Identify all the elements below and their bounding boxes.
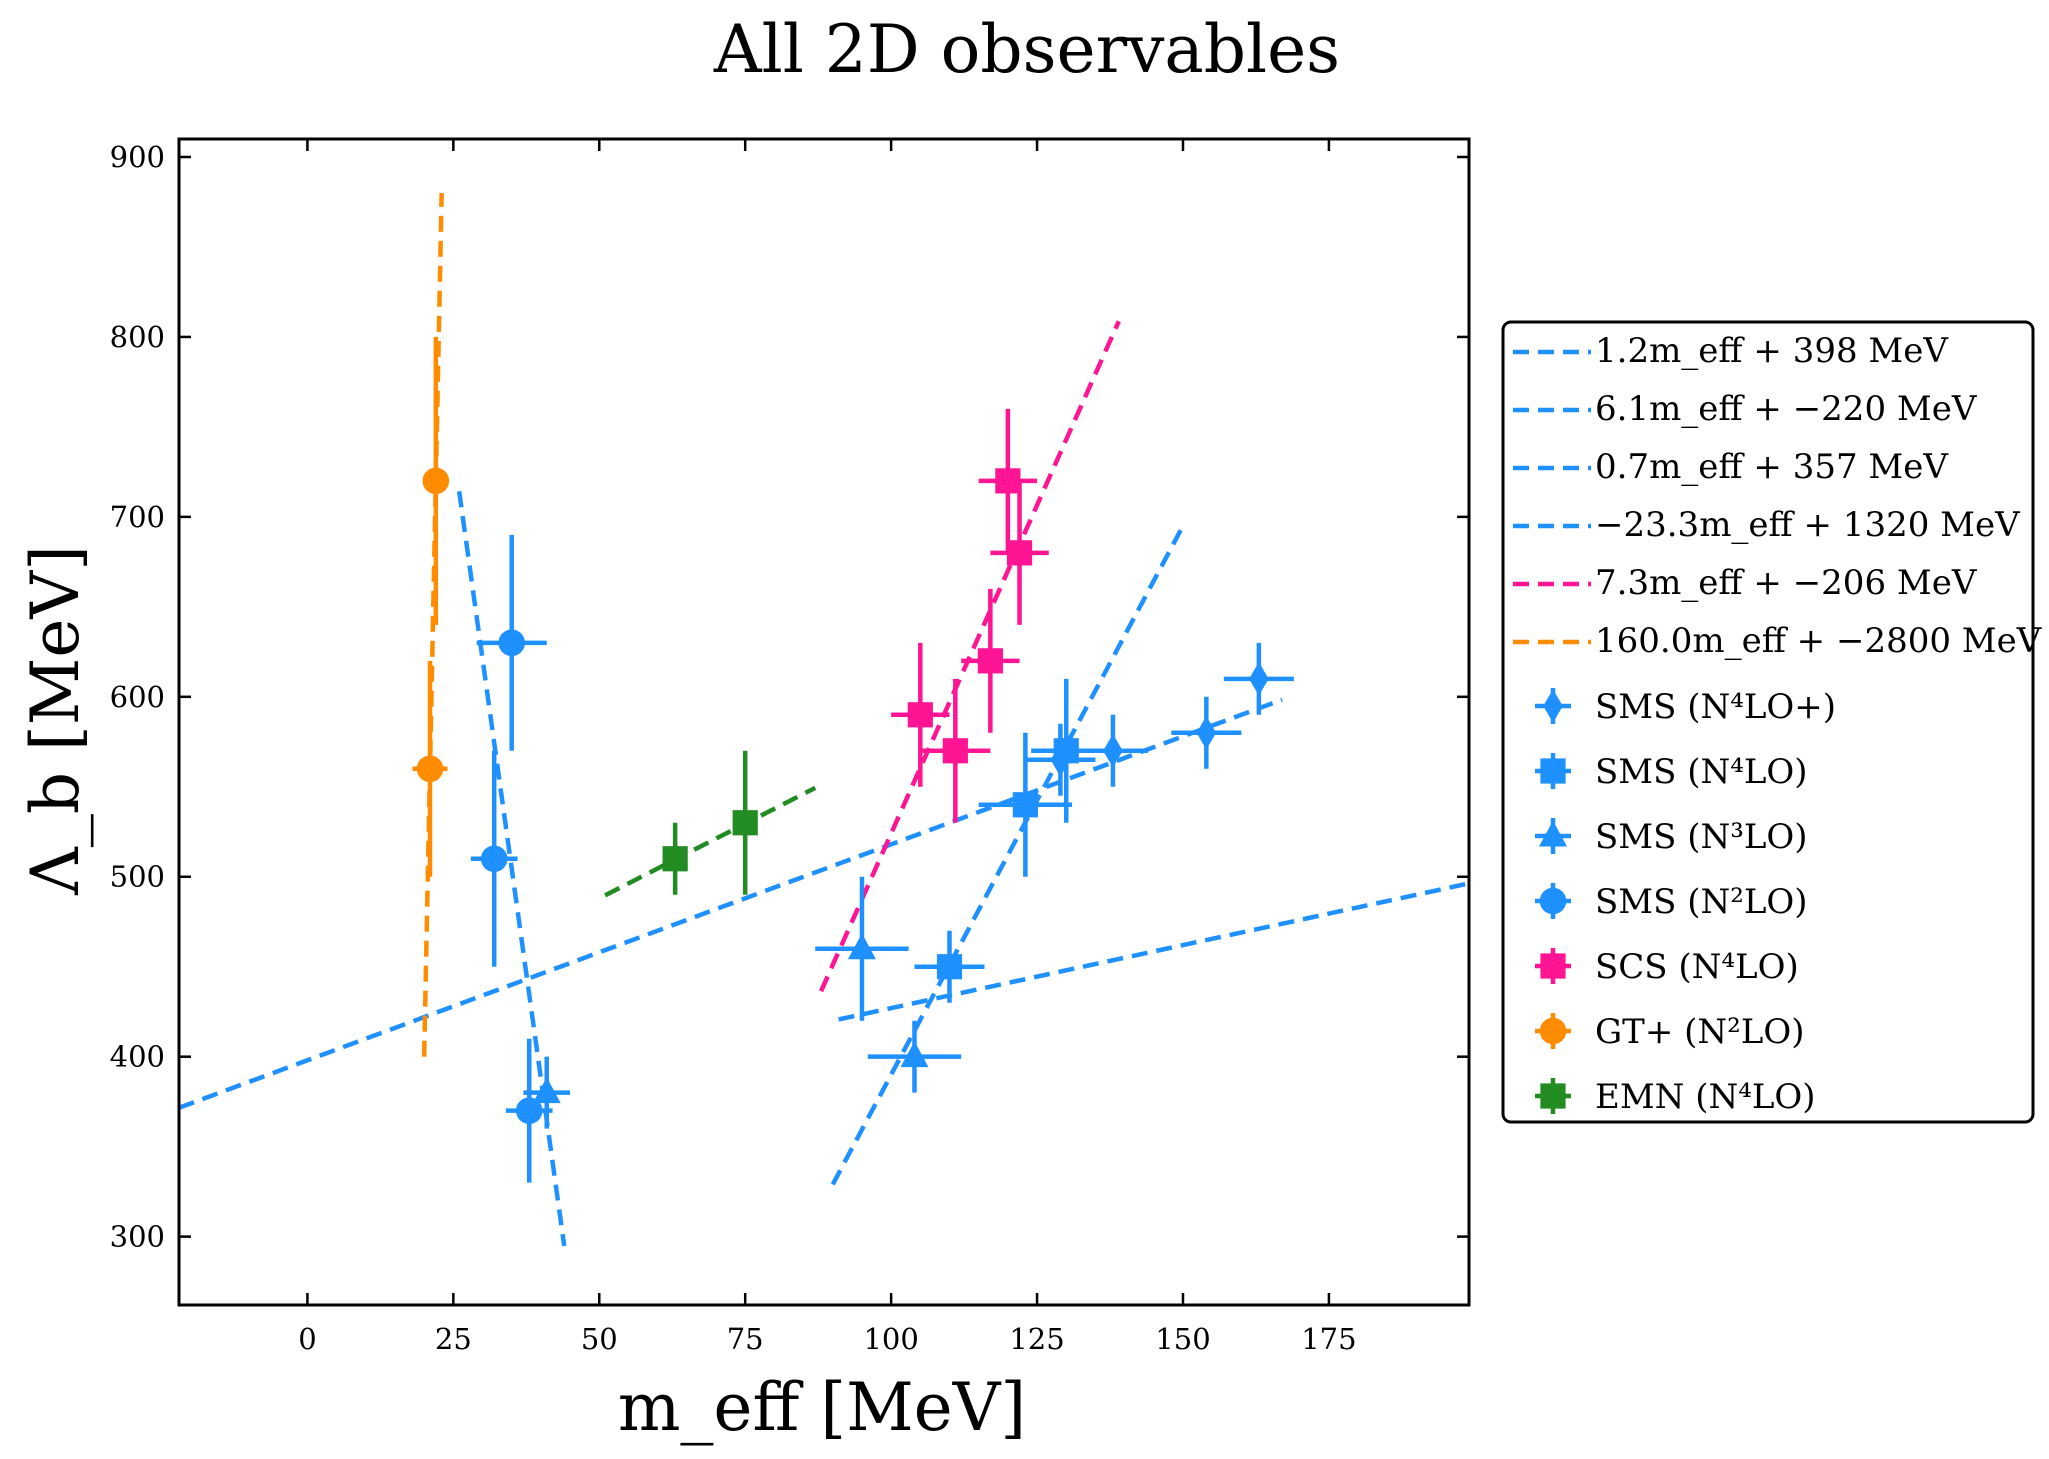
data-point [1171,696,1242,769]
x-tick-label: 50 [581,1322,618,1356]
point-marker [498,629,526,657]
point-marker [1012,792,1038,818]
fit-lines [179,192,1469,1247]
legend-label: EMN (N⁴LO) [1595,1077,1816,1117]
data-point [978,408,1038,553]
point-marker [900,1041,929,1068]
point-marker [422,467,450,495]
point-marker [847,933,876,960]
point-marker [532,1077,561,1104]
fit-line-2 [830,524,1185,1186]
legend-label: 0.7m_eff + 357 MeV [1595,447,1949,487]
legend-marker [1540,1083,1566,1109]
y-tick-label: 700 [110,500,165,534]
fit-line-6 [421,192,444,1057]
point-marker [732,810,758,836]
legend-box [1501,320,2035,1124]
y-tick-label: 300 [110,1220,165,1254]
fit-line-7 [604,785,817,898]
point-marker [907,702,933,728]
point-marker [515,1097,543,1124]
y-tick-label: 400 [110,1040,165,1074]
data-point [815,876,909,1021]
data-point [505,1038,553,1183]
y-tick-label: 900 [110,140,165,174]
data-point [920,678,991,823]
data-point [914,930,985,1003]
legend-marker [1539,820,1567,847]
x-tick-label: 75 [727,1322,764,1356]
y-tick-label: 600 [110,680,165,714]
fit-line-5 [819,320,1121,993]
point-marker [977,648,1003,674]
data-point [990,480,1049,625]
data-point [412,660,448,877]
legend-label: −23.3m_eff + 1320 MeV [1595,505,2021,545]
legend-label: SCS (N⁴LO) [1595,947,1799,987]
point-marker [1103,733,1123,768]
legend-marker [1543,689,1563,723]
legend-label: GT+ (N²LO) [1595,1012,1805,1052]
data-point [470,750,518,967]
data-point [476,534,547,751]
data-point [732,750,758,895]
x-tick-label: 0 [298,1322,316,1356]
legend-label: SMS (N³LO) [1595,817,1808,857]
plot-frame [177,137,1471,1307]
point-marker [936,954,963,980]
legend-label: 1.2m_eff + 398 MeV [1595,331,1949,371]
legend-marker [1540,953,1566,979]
x-tick-label: 100 [863,1322,918,1356]
point-marker [1006,540,1033,566]
x-tick-label: 125 [1009,1322,1064,1356]
point-marker [995,468,1021,494]
point-marker [942,738,968,764]
y-tick-label: 500 [110,860,165,894]
data-points [412,336,1294,1183]
x-tick-label: 150 [1155,1322,1210,1356]
point-marker [1249,662,1269,696]
legend-marker [1539,887,1567,915]
chart-title: All 2D observables [713,11,1340,88]
point-marker [1196,715,1217,750]
data-point [1031,678,1102,823]
data-point [662,822,688,895]
legend-label: SMS (N²LO) [1595,882,1808,922]
data-point [867,1020,962,1093]
legend-marker [1539,1017,1567,1045]
legend-marker [1540,758,1566,784]
x-axis-label: m_eff [MeV] [618,1369,1026,1446]
data-point [961,588,1020,733]
data-point [422,336,450,625]
y-axis-label: Λ_b [MeV] [17,545,94,896]
x-tick-label: 175 [1301,1322,1356,1356]
legend-label: SMS (N⁴LO) [1595,752,1808,792]
legend-label: 7.3m_eff + −206 MeV [1595,563,1978,603]
data-point [891,642,950,787]
legend-label: 160.0m_eff + −2800 MeV [1595,621,2043,661]
legend: 1.2m_eff + 398 MeV 6.1m_eff + −220 MeV 0.7… [1501,320,2043,1124]
fit-line-3 [838,881,1469,1022]
point-marker [480,845,508,873]
data-point [1223,642,1294,715]
axes: 0 25 50 75 100 125 150 175 300 400 500 600 700 800 900 [110,137,1471,1356]
point-marker [1053,738,1079,764]
point-marker [416,755,444,783]
fit-line-1 [179,697,1283,1110]
point-marker [662,846,688,872]
x-tick-label: 25 [435,1322,472,1356]
legend-label: 6.1m_eff + −220 MeV [1595,389,1978,429]
legend-label: SMS (N⁴LO+) [1595,687,1836,727]
y-tick-label: 800 [110,320,165,354]
data-point [978,732,1073,877]
